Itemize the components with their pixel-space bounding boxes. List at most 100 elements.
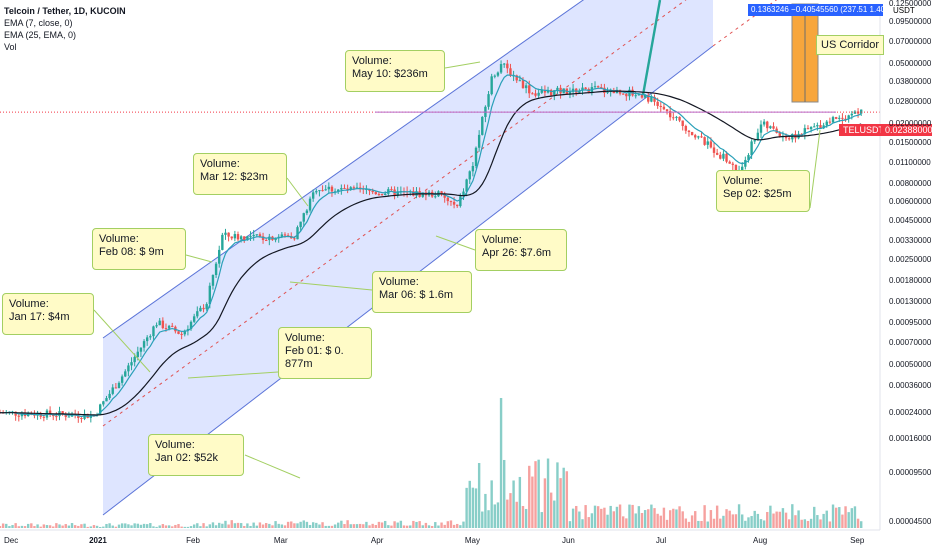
volume-bar [816, 515, 819, 528]
candle-body [380, 194, 384, 196]
callout-leader [93, 309, 151, 373]
price-tick-label: 0.05000000 [889, 58, 932, 68]
volume-bar [596, 506, 600, 528]
volume-bar [258, 522, 262, 528]
candle-body [734, 164, 738, 171]
volume-bar [180, 526, 183, 528]
volume-bar [631, 504, 634, 528]
ema25-legend[interactable]: EMA (25, EMA, 0) [4, 30, 77, 40]
candle-body [152, 326, 155, 337]
volume-bar [315, 522, 318, 528]
callout-may10: Volume: May 10: $236m [345, 50, 445, 92]
volume-bar [509, 493, 512, 528]
candle-body [239, 236, 243, 240]
candle-body [177, 331, 180, 334]
volume-bar [33, 526, 36, 528]
volume-bar [456, 523, 459, 528]
volume-bar [484, 493, 487, 528]
volume-bar [647, 509, 650, 528]
price-tick-label: 0.00330000 [889, 236, 932, 246]
candle-body [468, 171, 471, 180]
volume-legend[interactable]: Vol [4, 42, 17, 52]
volume-bar [449, 520, 453, 528]
volume-bar [158, 525, 161, 528]
candle-body [556, 87, 559, 91]
candle-body [33, 414, 36, 416]
candle-body [465, 179, 468, 192]
volume-bar [540, 512, 543, 528]
volume-bar [565, 471, 569, 528]
candle-body [581, 87, 584, 91]
volume-bar [556, 462, 559, 528]
volume-bar [249, 525, 252, 528]
volume-bar [440, 522, 443, 528]
volume-bar [0, 526, 2, 528]
volume-bar [130, 525, 133, 528]
volume-bar [675, 509, 678, 528]
candle-body [844, 118, 847, 120]
volume-bar [722, 515, 725, 528]
candle-body [108, 393, 111, 399]
candle-body [831, 117, 835, 123]
volume-bar [196, 523, 199, 528]
volume-bar [149, 523, 152, 528]
candle-body [233, 234, 237, 239]
candle-body [136, 351, 139, 357]
candle-body [293, 238, 296, 240]
volume-bar [302, 520, 305, 528]
volume-bar [518, 476, 522, 528]
candle-body [549, 89, 553, 96]
callout-leader [444, 61, 481, 69]
candle-body [434, 196, 437, 198]
volume-bar [452, 524, 456, 528]
volume-bar [380, 522, 384, 528]
candle-body [167, 325, 171, 329]
candle-body [114, 387, 118, 389]
candle-body [825, 121, 828, 126]
candle-body [158, 320, 161, 326]
candle-body [383, 193, 387, 195]
chart-title: Telcoin / Tether, 1D, KUCOIN [4, 6, 126, 16]
volume-bar [393, 521, 396, 528]
volume-bar [164, 525, 168, 528]
candle-body [697, 136, 700, 138]
volume-bar [753, 510, 756, 528]
volume-bar [524, 508, 528, 528]
candle-body [728, 161, 731, 164]
time-tick-label: Feb [186, 536, 200, 545]
volume-bar [650, 504, 653, 528]
volume-bar [124, 523, 127, 528]
candle-body [681, 120, 684, 126]
ema7-legend[interactable]: EMA (7, close, 0) [4, 18, 73, 28]
volume-bar [499, 398, 503, 528]
candle-body [509, 68, 512, 76]
volume-bar [274, 521, 277, 528]
price-tick-label: 0.00050000 [889, 359, 932, 369]
volume-bar [687, 521, 691, 528]
volume-bar [305, 521, 309, 528]
volume-bar [227, 524, 230, 528]
candle-body [800, 133, 803, 135]
volume-bar [741, 514, 744, 528]
volume-bar [58, 524, 61, 528]
volume-bar [214, 525, 218, 528]
candle-body [258, 234, 262, 237]
candle-body [246, 236, 249, 241]
price-tick-label: 0.00180000 [889, 276, 932, 286]
candle-body [208, 285, 212, 305]
ema25-line [0, 90, 862, 416]
volume-bar [427, 525, 431, 528]
volume-bar [377, 521, 381, 528]
price-tick-label: 0.07000000 [889, 36, 932, 46]
price-tick-label: 0.00095000 [889, 317, 932, 327]
volume-bar [45, 525, 49, 528]
volume-bar [706, 521, 709, 528]
volume-bar [841, 514, 844, 528]
candle-body [456, 204, 459, 207]
candle-body [390, 189, 393, 191]
candle-body [315, 191, 318, 193]
candle-body [650, 96, 653, 102]
time-tick-label: May [464, 536, 480, 545]
